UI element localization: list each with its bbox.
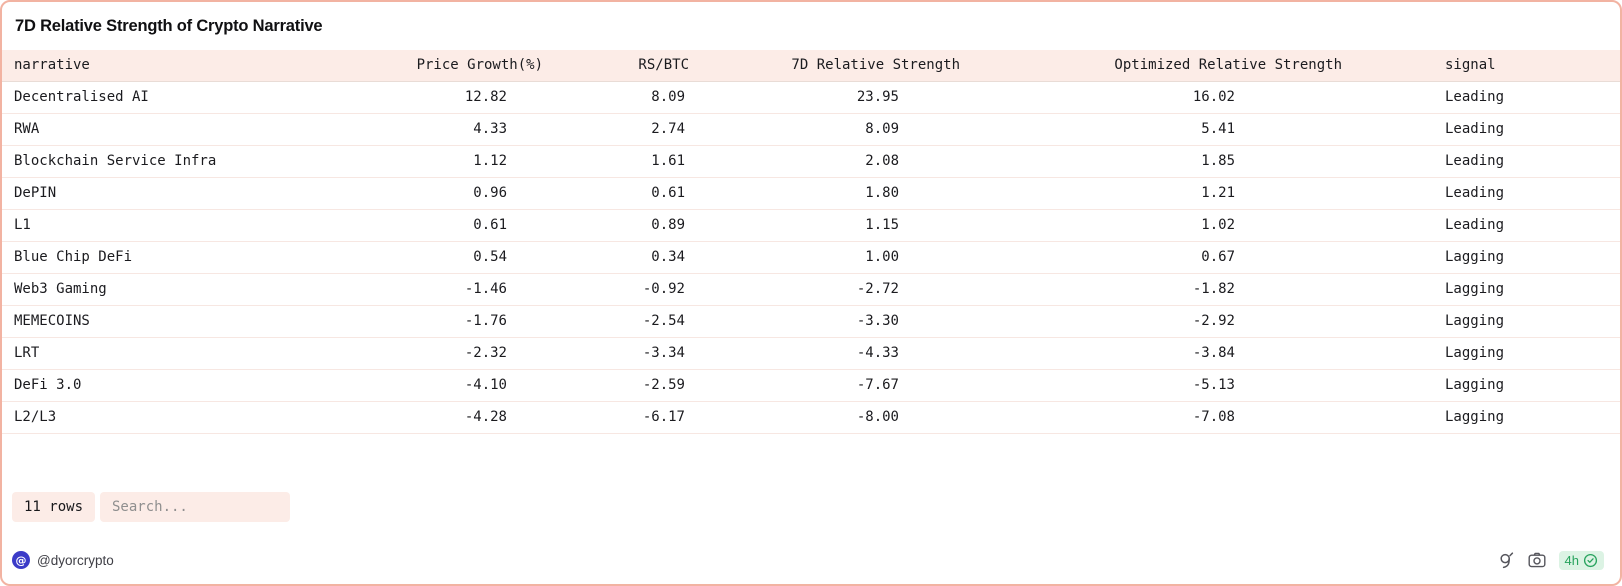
cell-optimized-rs: 1.85: [962, 145, 1344, 178]
refresh-age-label: 4h: [1564, 552, 1579, 568]
verified-check-icon: [1583, 553, 1598, 568]
cell-7d-rs: 1.80: [692, 177, 962, 210]
cell-price-growth: 0.96: [407, 177, 547, 210]
cell-narrative: Blue Chip DeFi: [2, 241, 407, 274]
cell-rs-btc: -6.17: [547, 401, 692, 434]
cell-optimized-rs: 0.67: [962, 241, 1344, 274]
cell-rs-btc: 8.09: [547, 81, 692, 114]
cell-rs-btc: 0.89: [547, 209, 692, 242]
cell-optimized-rs: -2.92: [962, 305, 1344, 338]
table-row: MEMECOINS -1.76 -2.54 -3.30 -2.92 Laggin…: [2, 305, 1620, 338]
author-logo-icon: @: [12, 551, 30, 569]
cell-price-growth: -1.46: [407, 273, 547, 306]
cell-optimized-rs: -5.13: [962, 369, 1344, 402]
cell-narrative: DeFi 3.0: [2, 369, 407, 402]
table-row: Blockchain Service Infra 1.12 1.61 2.08 …: [2, 145, 1620, 178]
cell-price-growth: 1.12: [407, 145, 547, 178]
table-row: Blue Chip DeFi 0.54 0.34 1.00 0.67 Laggi…: [2, 241, 1620, 274]
cell-7d-rs: 1.15: [692, 209, 962, 242]
cell-optimized-rs: -1.82: [962, 273, 1344, 306]
cell-signal: Lagging: [1344, 305, 1620, 338]
cell-narrative: L2/L3: [2, 401, 407, 434]
cell-price-growth: 0.61: [407, 209, 547, 242]
cell-narrative: Web3 Gaming: [2, 273, 407, 306]
table-row: DePIN 0.96 0.61 1.80 1.21 Leading: [2, 177, 1620, 210]
page-title: 7D Relative Strength of Crypto Narrative: [15, 16, 323, 35]
column-header-optimized-relative-strength[interactable]: Optimized Relative Strength: [962, 50, 1344, 82]
cell-price-growth: -1.76: [407, 305, 547, 338]
cell-signal: Leading: [1344, 113, 1620, 146]
table-header-row: narrative Price Growth(%) RS/BTC 7D Rela…: [2, 50, 1620, 82]
cell-7d-rs: -2.72: [692, 273, 962, 306]
column-header-7d-relative-strength[interactable]: 7D Relative Strength: [692, 50, 962, 82]
cell-signal: Lagging: [1344, 401, 1620, 434]
cell-optimized-rs: 16.02: [962, 81, 1344, 114]
cell-7d-rs: -8.00: [692, 401, 962, 434]
cell-7d-rs: -4.33: [692, 337, 962, 370]
cell-signal: Leading: [1344, 81, 1620, 114]
table-row: Web3 Gaming -1.46 -0.92 -2.72 -1.82 Lagg…: [2, 273, 1620, 306]
cell-rs-btc: -2.59: [547, 369, 692, 402]
g-glyph-icon[interactable]: [1499, 551, 1515, 569]
column-header-signal[interactable]: signal: [1344, 50, 1620, 82]
author-attribution[interactable]: @ @dyorcrypto: [12, 551, 114, 569]
author-handle: @dyorcrypto: [37, 552, 114, 568]
cell-7d-rs: -7.67: [692, 369, 962, 402]
cell-narrative: MEMECOINS: [2, 305, 407, 338]
cell-optimized-rs: -3.84: [962, 337, 1344, 370]
search-input[interactable]: [100, 492, 290, 522]
table-row: Decentralised AI 12.82 8.09 23.95 16.02 …: [2, 81, 1620, 114]
cell-price-growth: -4.28: [407, 401, 547, 434]
cell-rs-btc: -3.34: [547, 337, 692, 370]
cell-narrative: L1: [2, 209, 407, 242]
column-header-narrative[interactable]: narrative: [2, 50, 407, 82]
cell-signal: Lagging: [1344, 337, 1620, 370]
cell-7d-rs: 2.08: [692, 145, 962, 178]
cell-price-growth: 12.82: [407, 81, 547, 114]
cell-narrative: Decentralised AI: [2, 81, 407, 114]
cell-price-growth: 0.54: [407, 241, 547, 274]
cell-rs-btc: -0.92: [547, 273, 692, 306]
cell-rs-btc: -2.54: [547, 305, 692, 338]
column-header-price-growth[interactable]: Price Growth(%): [407, 50, 547, 82]
cell-7d-rs: 8.09: [692, 113, 962, 146]
cell-optimized-rs: 1.21: [962, 177, 1344, 210]
cell-7d-rs: -3.30: [692, 305, 962, 338]
table-row: DeFi 3.0 -4.10 -2.59 -7.67 -5.13 Lagging: [2, 369, 1620, 402]
cell-7d-rs: 1.00: [692, 241, 962, 274]
cell-price-growth: 4.33: [407, 113, 547, 146]
cell-optimized-rs: 5.41: [962, 113, 1344, 146]
cell-7d-rs: 23.95: [692, 81, 962, 114]
row-count-badge: 11 rows: [12, 492, 96, 522]
cell-signal: Leading: [1344, 177, 1620, 210]
cell-rs-btc: 2.74: [547, 113, 692, 146]
camera-icon[interactable]: [1528, 552, 1546, 568]
cell-price-growth: -4.10: [407, 369, 547, 402]
cell-rs-btc: 1.61: [547, 145, 692, 178]
cell-narrative: LRT: [2, 337, 407, 370]
table-row: L1 0.61 0.89 1.15 1.02 Leading: [2, 209, 1620, 242]
table-row: RWA 4.33 2.74 8.09 5.41 Leading: [2, 113, 1620, 146]
cell-signal: Lagging: [1344, 241, 1620, 274]
cell-rs-btc: 0.34: [547, 241, 692, 274]
cell-narrative: Blockchain Service Infra: [2, 145, 407, 178]
cell-signal: Lagging: [1344, 273, 1620, 306]
cell-optimized-rs: 1.02: [962, 209, 1344, 242]
table-row: L2/L3 -4.28 -6.17 -8.00 -7.08 Lagging: [2, 401, 1620, 434]
narrative-table: narrative Price Growth(%) RS/BTC 7D Rela…: [2, 50, 1620, 434]
cell-rs-btc: 0.61: [547, 177, 692, 210]
widget-actions: 4h: [1499, 549, 1604, 571]
cell-signal: Leading: [1344, 145, 1620, 178]
column-header-rs-btc[interactable]: RS/BTC: [547, 50, 692, 82]
cell-signal: Leading: [1344, 209, 1620, 242]
cell-narrative: DePIN: [2, 177, 407, 210]
data-freshness-badge[interactable]: 4h: [1558, 550, 1604, 570]
cell-price-growth: -2.32: [407, 337, 547, 370]
cell-optimized-rs: -7.08: [962, 401, 1344, 434]
table-row: LRT -2.32 -3.34 -4.33 -3.84 Lagging: [2, 337, 1620, 370]
cell-signal: Lagging: [1344, 369, 1620, 402]
cell-narrative: RWA: [2, 113, 407, 146]
